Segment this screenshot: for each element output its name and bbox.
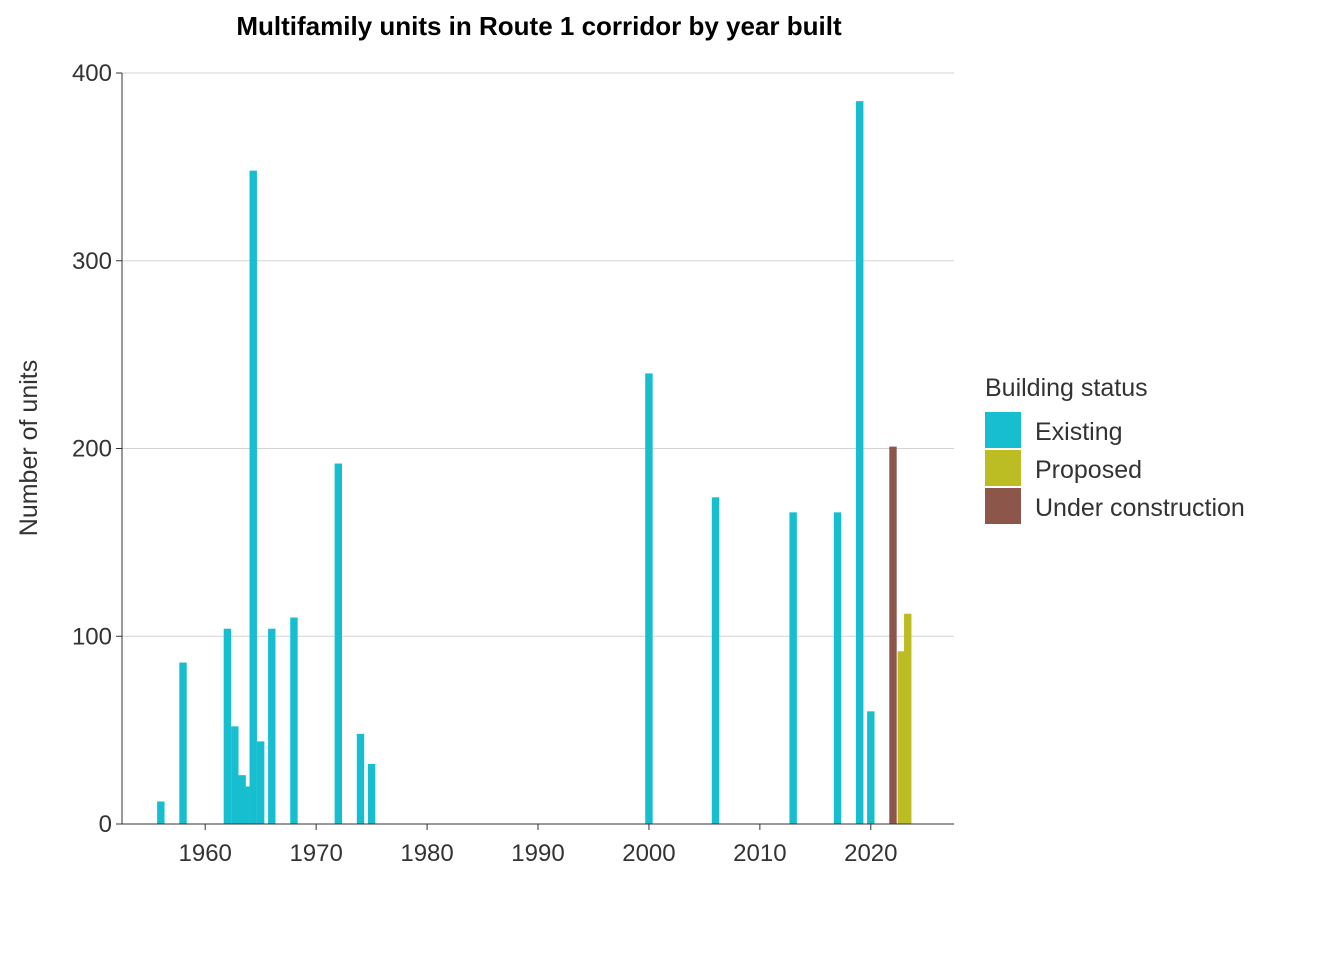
legend: Building status Existing Proposed Under co… — [985, 374, 1245, 524]
bar-existing — [256, 741, 265, 824]
bar-existing — [249, 170, 257, 824]
x-tick-label: 1990 — [511, 840, 564, 867]
x-tick-label: 2010 — [733, 840, 786, 867]
bar-existing — [711, 497, 720, 824]
bar-existing — [856, 101, 864, 825]
bar-existing — [645, 373, 653, 824]
bar-proposed — [897, 651, 906, 824]
legend-swatch-existing — [985, 412, 1021, 448]
bars — [157, 101, 912, 825]
bar-existing — [789, 512, 797, 824]
legend-label-under-construction: Under construction — [1035, 494, 1245, 522]
y-ticks: 0 100 200 300 400 — [72, 60, 122, 838]
bar-existing — [223, 628, 232, 824]
x-tick-label: 1980 — [400, 840, 453, 867]
x-ticks: 1960 1970 1980 1990 2000 2010 2020 — [179, 824, 897, 867]
bar-proposed — [904, 613, 912, 824]
bar-existing — [179, 662, 187, 824]
bar-existing — [157, 801, 165, 824]
bar-existing — [290, 617, 298, 824]
x-tick-label: 1970 — [289, 840, 342, 867]
bar-existing — [833, 512, 842, 824]
bar-existing — [231, 726, 239, 824]
legend-swatch-proposed — [985, 450, 1021, 486]
bar-existing — [238, 775, 246, 824]
chart-title: Multifamily units in Route 1 corridor by… — [236, 11, 842, 41]
x-tick-label: 2020 — [844, 840, 897, 867]
bar-existing — [268, 628, 276, 824]
x-tick-label: 1960 — [179, 840, 232, 867]
legend-items: Existing Proposed Under construction — [985, 412, 1245, 524]
y-axis-title: Number of units — [15, 360, 43, 536]
y-tick-label: 400 — [72, 60, 112, 87]
bar-existing — [356, 733, 365, 824]
y-tick-label: 300 — [72, 248, 112, 275]
bar-existing — [334, 463, 343, 824]
bar-existing — [867, 711, 875, 824]
legend-label-proposed: Proposed — [1035, 456, 1142, 484]
legend-swatch-under-construction — [985, 488, 1021, 524]
y-tick-label: 200 — [72, 436, 112, 463]
legend-label-existing: Existing — [1035, 418, 1123, 446]
legend-title: Building status — [985, 374, 1148, 402]
x-tick-label: 2000 — [622, 840, 675, 867]
y-tick-label: 100 — [72, 623, 112, 650]
gridlines — [122, 72, 954, 637]
bar-existing — [367, 763, 376, 824]
bar-existing — [242, 786, 250, 824]
y-tick-label: 0 — [99, 811, 112, 838]
bar-under-construction — [889, 446, 897, 824]
